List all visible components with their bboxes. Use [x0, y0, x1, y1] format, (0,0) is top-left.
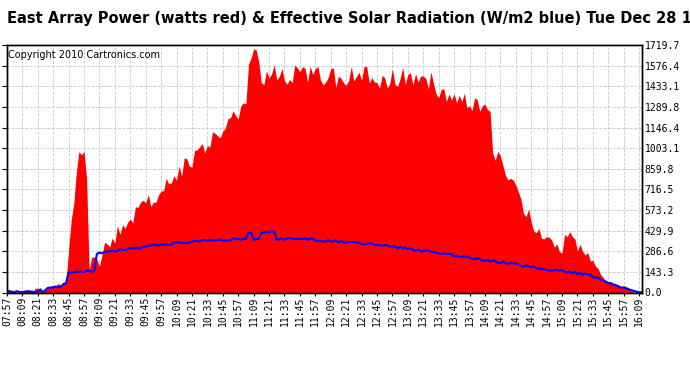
Text: Copyright 2010 Cartronics.com: Copyright 2010 Cartronics.com	[8, 50, 160, 60]
Text: East Array Power (watts red) & Effective Solar Radiation (W/m2 blue) Tue Dec 28 : East Array Power (watts red) & Effective…	[7, 11, 690, 26]
